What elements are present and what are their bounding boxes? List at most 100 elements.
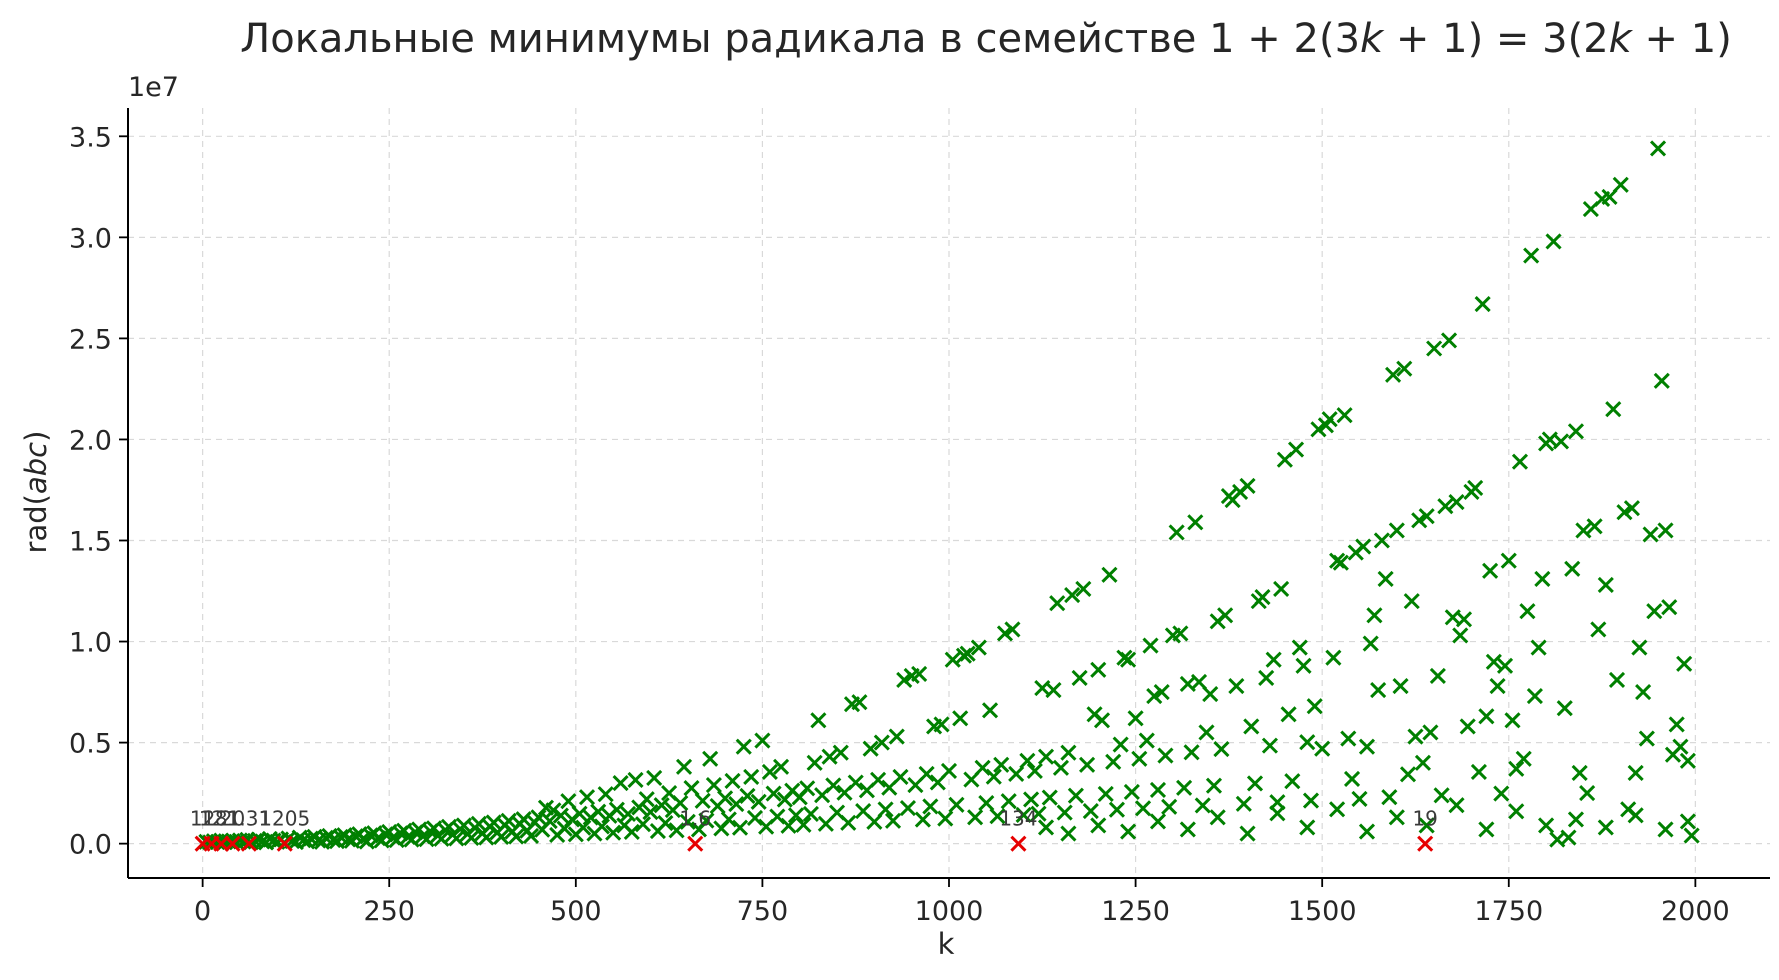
data-point: [799, 780, 816, 797]
data-point: [1426, 340, 1443, 357]
data-point: [1429, 667, 1446, 684]
x-tick-label: 1250: [1101, 896, 1170, 927]
data-point: [1213, 740, 1230, 758]
data-point: [698, 812, 715, 829]
data-point: [1060, 744, 1077, 761]
data-point: [448, 830, 465, 847]
data-point: [1455, 611, 1473, 628]
data-point: [1105, 753, 1122, 770]
data-point: [1008, 765, 1025, 782]
data-point: [1172, 625, 1189, 642]
data-point: [1037, 819, 1055, 836]
point-annotation: 1.31: [227, 807, 272, 831]
point-annotation: 1.6: [679, 807, 711, 831]
y-tick-label: 2.0: [69, 425, 112, 456]
data-point: [1131, 750, 1148, 767]
data-point: [627, 771, 644, 789]
data-point: [634, 816, 652, 833]
data-point: [1452, 627, 1469, 644]
data-point: [702, 750, 719, 767]
data-point: [735, 738, 752, 755]
data-point: [731, 819, 749, 836]
data-point: [821, 748, 838, 765]
data-point: [720, 811, 737, 828]
x-tick-label: 1750: [1474, 896, 1543, 927]
data-point: [985, 768, 1002, 785]
data-point: [1403, 593, 1420, 610]
data-point: [952, 710, 969, 727]
data-point: [1329, 801, 1346, 818]
data-point: [1314, 740, 1331, 757]
data-point: [780, 817, 797, 834]
data-point: [1030, 805, 1047, 822]
data-point: [840, 814, 857, 831]
data-point: [1112, 736, 1129, 753]
data-points: [194, 140, 1700, 852]
data-point: [1388, 522, 1405, 539]
data-point: [940, 762, 958, 779]
data-point: [433, 830, 450, 847]
data-point: [806, 754, 823, 771]
data-point: [1239, 825, 1256, 842]
data-point: [802, 805, 819, 822]
data-point: [653, 797, 670, 814]
data-point: [825, 777, 842, 794]
data-point: [911, 665, 928, 682]
data-point: [493, 828, 510, 846]
data-point: [1631, 639, 1648, 656]
data-point: [1530, 639, 1547, 656]
data-point: [884, 812, 902, 829]
data-point: [1392, 677, 1409, 695]
data-point: [1093, 712, 1111, 729]
data-point: [1519, 603, 1536, 620]
data-point: [1597, 576, 1614, 594]
data-point: [593, 818, 611, 835]
data-point: [578, 789, 596, 806]
data-point: [1511, 453, 1529, 470]
data-point: [1627, 764, 1644, 781]
data-point: [1340, 730, 1357, 747]
data-point: [967, 809, 984, 826]
data-point: [552, 807, 569, 824]
data-point: [1243, 718, 1260, 735]
data-point: [1090, 661, 1107, 678]
y-tick-label: 0.0: [69, 830, 112, 861]
y-tick-label: 3.5: [69, 122, 112, 153]
data-point: [1123, 783, 1140, 800]
data-point: [1120, 651, 1137, 668]
data-point: [1060, 825, 1077, 842]
chart-title-part: k: [1360, 16, 1385, 62]
data-point: [1287, 441, 1305, 458]
data-point: [862, 740, 879, 757]
data-point: [1560, 829, 1577, 846]
data-point: [1198, 724, 1215, 741]
data-point: [1668, 716, 1685, 733]
data-point: [1418, 508, 1435, 525]
data-point: [1623, 500, 1640, 517]
data-point: [687, 835, 704, 852]
data-point: [1653, 372, 1670, 389]
data-point: [1157, 747, 1174, 764]
data-point: [1120, 823, 1137, 840]
data-point: [1482, 562, 1499, 579]
point-annotation: 20: [220, 807, 245, 831]
data-point: [870, 771, 887, 788]
data-point: [1049, 595, 1066, 612]
chart-title-part: + 1) = 3(2: [1383, 16, 1608, 62]
data-point: [1079, 756, 1096, 773]
data-point: [728, 795, 745, 813]
data-point: [240, 835, 257, 852]
data-point: [224, 835, 241, 852]
data-point: [1683, 827, 1700, 844]
data-point: [873, 734, 890, 751]
data-point: [1041, 789, 1058, 806]
data-point: [1515, 750, 1532, 767]
data-point: [922, 798, 939, 815]
data-point: [970, 639, 987, 656]
data-point: [1265, 651, 1282, 668]
y-tick-label: 3.0: [69, 223, 112, 254]
data-point: [1075, 580, 1092, 598]
data-point: [694, 792, 711, 809]
data-point: [608, 801, 625, 818]
data-point: [668, 822, 685, 839]
